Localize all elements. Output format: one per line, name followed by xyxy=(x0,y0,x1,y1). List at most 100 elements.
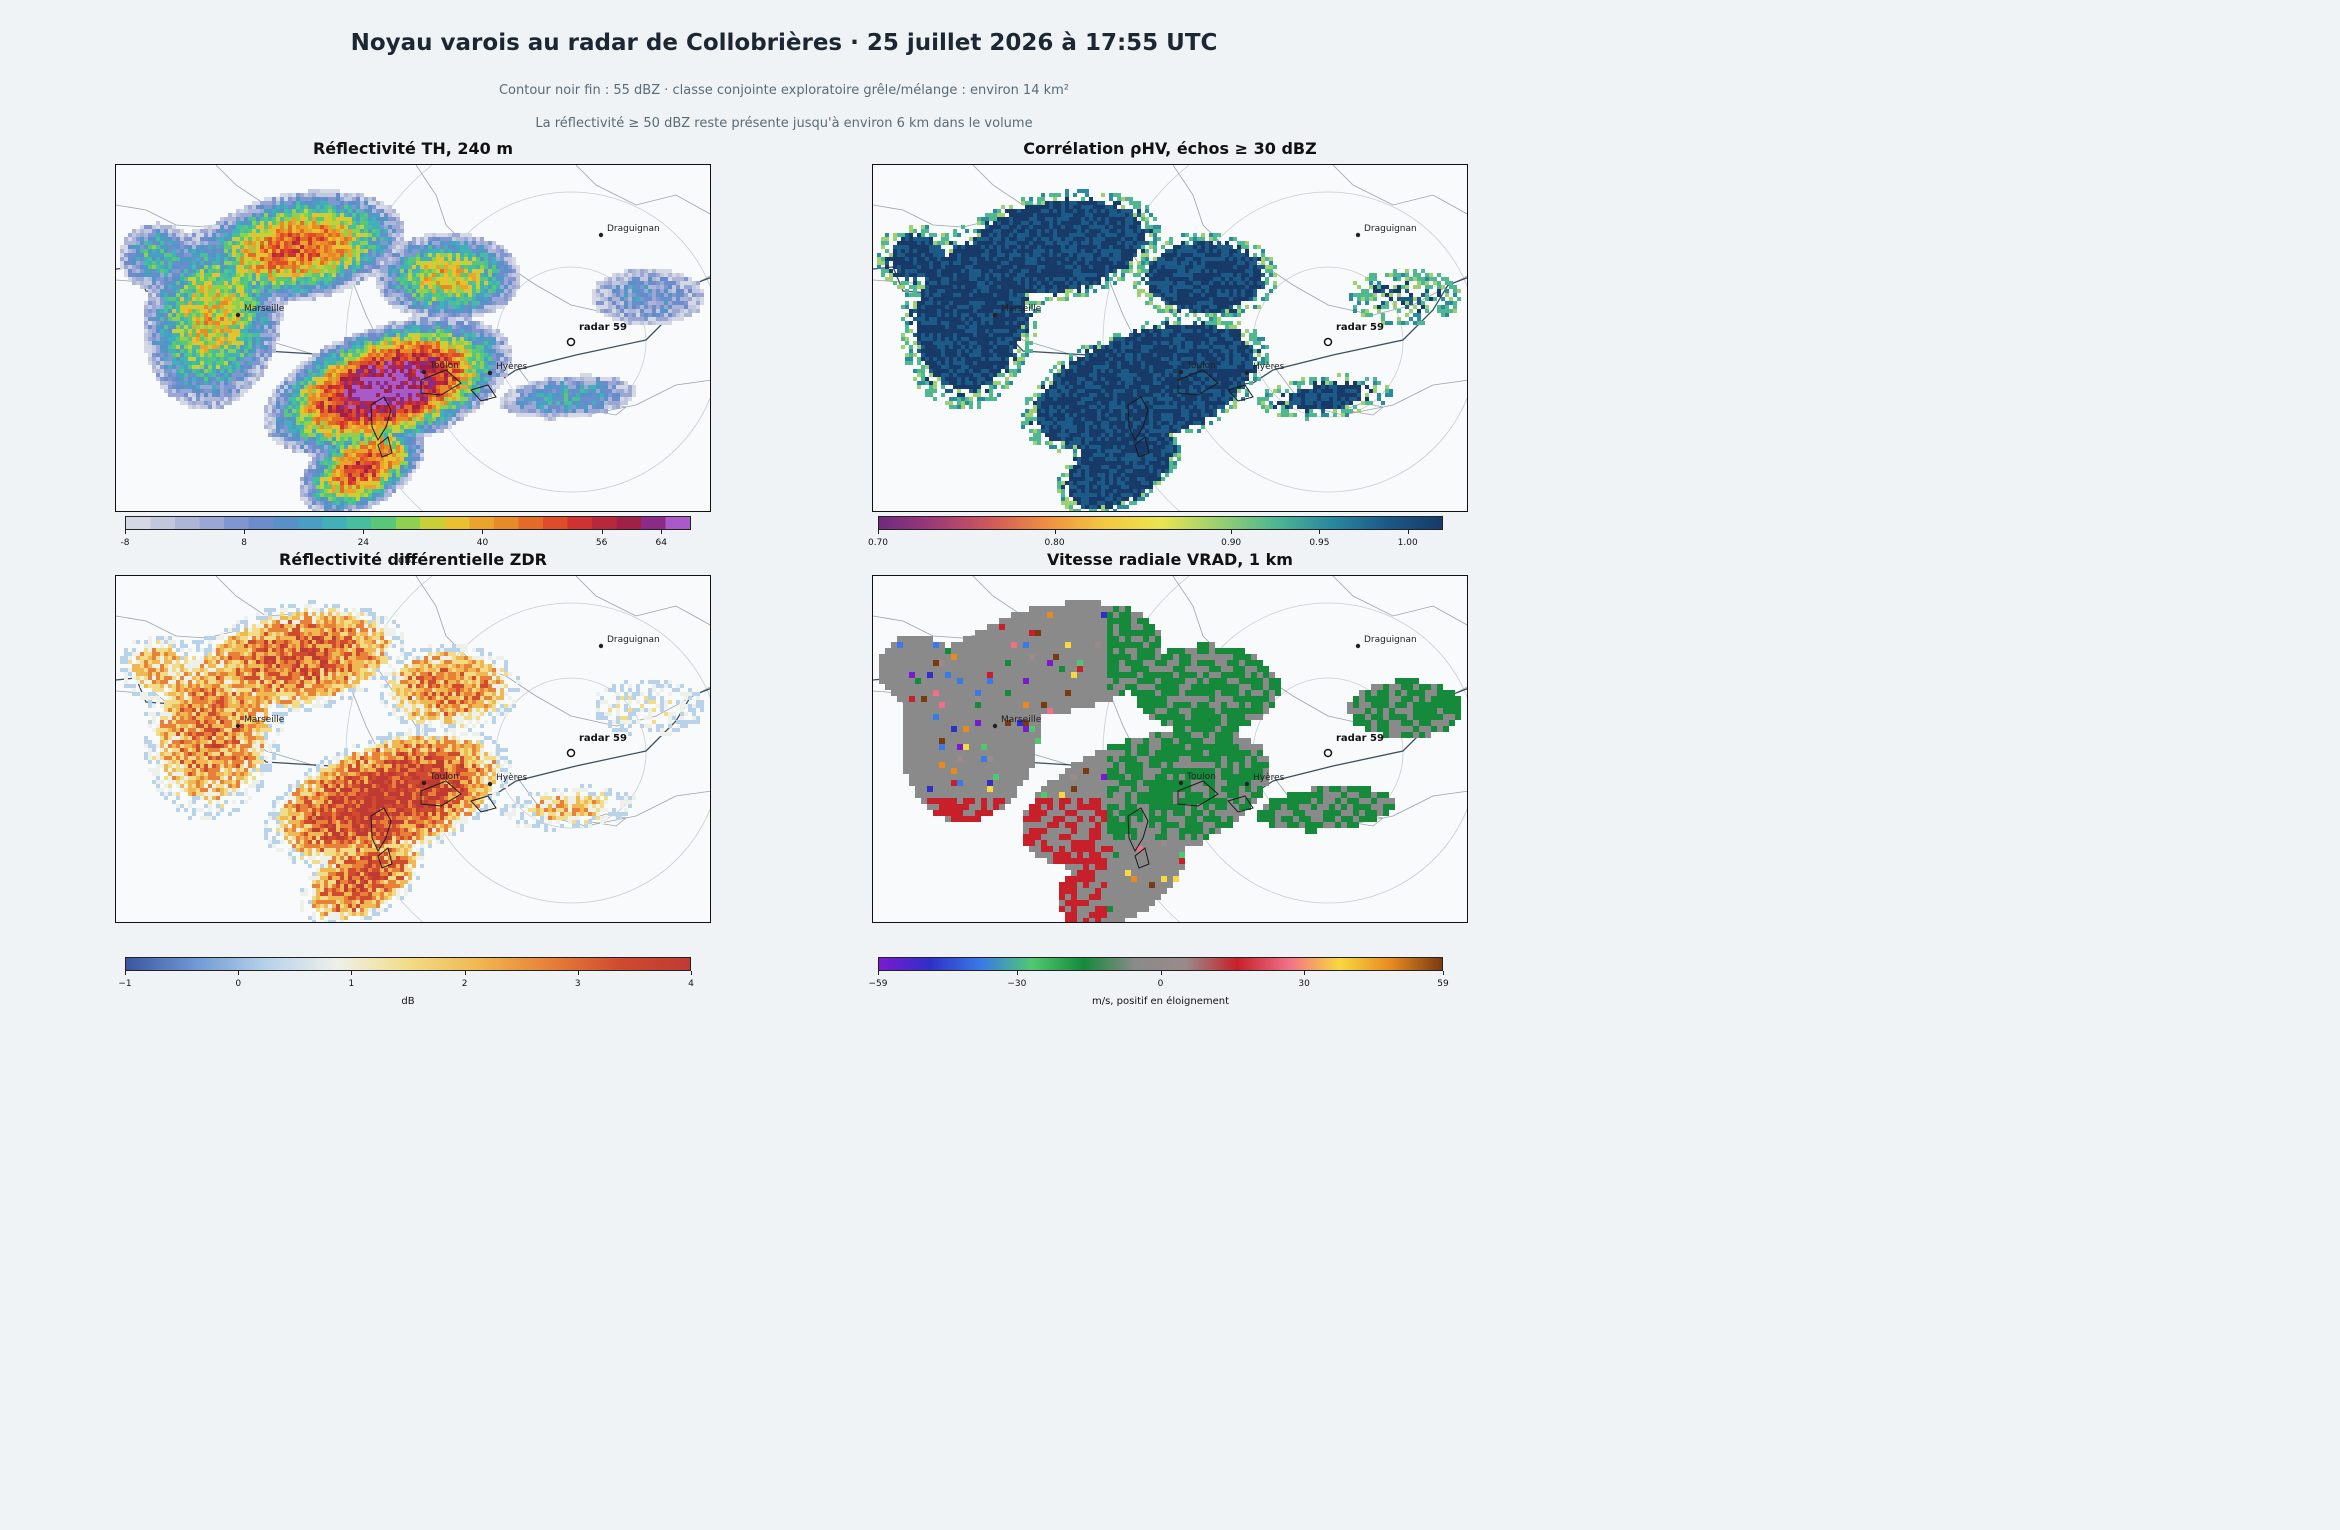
colorbar-tick-label: 0 xyxy=(235,979,242,989)
radar-site-marker xyxy=(566,337,576,347)
colorbar-rhohv xyxy=(878,516,1443,530)
colorbar-tick-label: 1.00 xyxy=(1397,538,1418,548)
city-marker xyxy=(1178,369,1184,375)
radar-echoes xyxy=(879,600,1461,922)
colorbar-tick-label: 4 xyxy=(688,979,694,989)
city-marker xyxy=(487,370,493,376)
colorbar-tickmark xyxy=(1160,971,1162,975)
city-marker xyxy=(1355,643,1361,649)
colorbar-tickmark xyxy=(661,530,663,534)
contour-55dbz xyxy=(1134,847,1150,869)
radar-site-marker xyxy=(566,748,576,758)
colorbar-tickmark xyxy=(1054,530,1056,534)
city-marker xyxy=(1178,780,1184,786)
radar-site-label: radar 59 xyxy=(1336,322,1384,333)
city-label-draguignan: Draguignan xyxy=(607,635,660,645)
city-label-draguignan: Draguignan xyxy=(607,224,660,234)
colorbar-tickmark xyxy=(1231,530,1233,534)
contour-55dbz xyxy=(1177,780,1219,807)
colorbar-tickmark xyxy=(878,530,879,534)
city-marker xyxy=(992,312,998,318)
contour-55dbz xyxy=(470,795,497,813)
city-marker xyxy=(235,723,241,729)
department-border xyxy=(1172,165,1467,316)
colorbar-tick-label: 8 xyxy=(241,538,248,548)
map-rhohv: Draguignan Marseille Toulon Hyères radar 59 xyxy=(872,164,1468,512)
city-marker xyxy=(1244,370,1250,376)
panel-title-rhohv: Corrélation ρHV, échos ≥ 30 dBZ xyxy=(1023,139,1317,158)
contour-55dbz xyxy=(370,807,392,853)
colorbar-tick-label: 59 xyxy=(1437,979,1449,989)
radar-site-marker xyxy=(1323,337,1333,347)
figure-title: Noyau varois au radar de Collobrières · … xyxy=(350,30,1218,56)
colorbar-tickmark xyxy=(878,971,879,975)
contour-55dbz xyxy=(377,436,393,458)
map-reflectivity: Draguignan Marseille Toulon Hyères radar 59 xyxy=(115,164,711,512)
department-border xyxy=(1332,576,1467,626)
radar-echoes xyxy=(877,189,1461,511)
colorbar-tickmark xyxy=(1319,530,1321,534)
contour-55dbz xyxy=(420,369,462,396)
department-border xyxy=(575,165,710,215)
city-label-marseille: Marseille xyxy=(244,715,285,725)
city-label-marseille: Marseille xyxy=(1001,715,1042,725)
colorbar-tick-label: 0.80 xyxy=(1044,538,1065,548)
city-label-toulon: Toulon xyxy=(1186,361,1216,371)
contour-55dbz xyxy=(1127,396,1149,442)
department-border xyxy=(873,204,994,228)
department-border xyxy=(575,576,710,626)
contour-55dbz xyxy=(377,847,393,869)
colorbar-tickmark xyxy=(482,530,484,534)
radar-site-label: radar 59 xyxy=(579,733,627,744)
department-border xyxy=(116,615,237,639)
city-label-marseille: Marseille xyxy=(1001,304,1042,314)
city-marker xyxy=(235,312,241,318)
colorbar-tickmark xyxy=(577,971,579,975)
colorbar-tickmark xyxy=(351,971,353,975)
colorbar-label-zdr: dB xyxy=(401,996,415,1007)
city-marker xyxy=(992,723,998,729)
colorbar-tick-label: 0.90 xyxy=(1221,538,1242,548)
city-label-draguignan: Draguignan xyxy=(1364,224,1417,234)
city-marker xyxy=(598,643,604,649)
city-marker xyxy=(421,780,427,786)
contour-55dbz xyxy=(1127,807,1149,853)
panel-title-vrad: Vitesse radiale VRAD, 1 km xyxy=(1047,550,1293,569)
colorbar-vrad xyxy=(878,957,1443,971)
map-zdr: Draguignan Marseille Toulon Hyères radar 59 xyxy=(115,575,711,923)
radar-site-marker xyxy=(1323,748,1333,758)
colorbar-tickmark xyxy=(1304,971,1306,975)
colorbar-label-vrad: m/s, positif en éloignement xyxy=(1091,996,1230,1007)
colorbar-tick-label: 3 xyxy=(574,979,581,989)
contour-55dbz xyxy=(1134,436,1150,458)
city-marker xyxy=(1355,232,1361,238)
colorbar-tick-label: 0.70 xyxy=(867,538,889,548)
city-label-hyeres: Hyères xyxy=(1253,772,1285,783)
colorbar-tickmark xyxy=(244,530,246,534)
map-vrad: Draguignan Marseille Toulon Hyères radar 59 xyxy=(872,575,1468,923)
city-marker xyxy=(1244,781,1250,787)
city-label-hyeres: Hyères xyxy=(1253,361,1285,372)
figure-subtitle-height: La réflectivité ≥ 50 dBZ reste présente … xyxy=(535,116,1033,131)
colorbar-tick-label: 64 xyxy=(655,538,667,548)
contour-55dbz xyxy=(420,780,462,807)
colorbar-tickmark xyxy=(1407,530,1409,534)
colorbar-tickmark xyxy=(238,971,240,975)
city-label-toulon: Toulon xyxy=(1186,772,1216,782)
colorbar-tick-label: 0 xyxy=(1157,979,1164,989)
city-marker xyxy=(421,369,427,375)
department-border xyxy=(1332,165,1467,215)
city-label-draguignan: Draguignan xyxy=(1364,635,1417,645)
colorbar-tick-label: 24 xyxy=(357,538,370,548)
city-marker xyxy=(598,232,604,238)
colorbar-tick-label: 56 xyxy=(595,538,608,548)
contour-55dbz xyxy=(470,384,497,402)
radar-echoes xyxy=(120,600,704,922)
panel-title-zdr: Réflectivité différentielle ZDR xyxy=(279,550,547,569)
colorbar-zdr xyxy=(125,957,691,971)
radar-site-label: radar 59 xyxy=(1336,733,1384,744)
range-ring xyxy=(1102,165,1467,511)
colorbar-label-reflectivity: dBZ xyxy=(397,555,419,566)
colorbar-tick-label: −30 xyxy=(1007,979,1027,989)
colorbar-tickmark xyxy=(1016,971,1018,975)
